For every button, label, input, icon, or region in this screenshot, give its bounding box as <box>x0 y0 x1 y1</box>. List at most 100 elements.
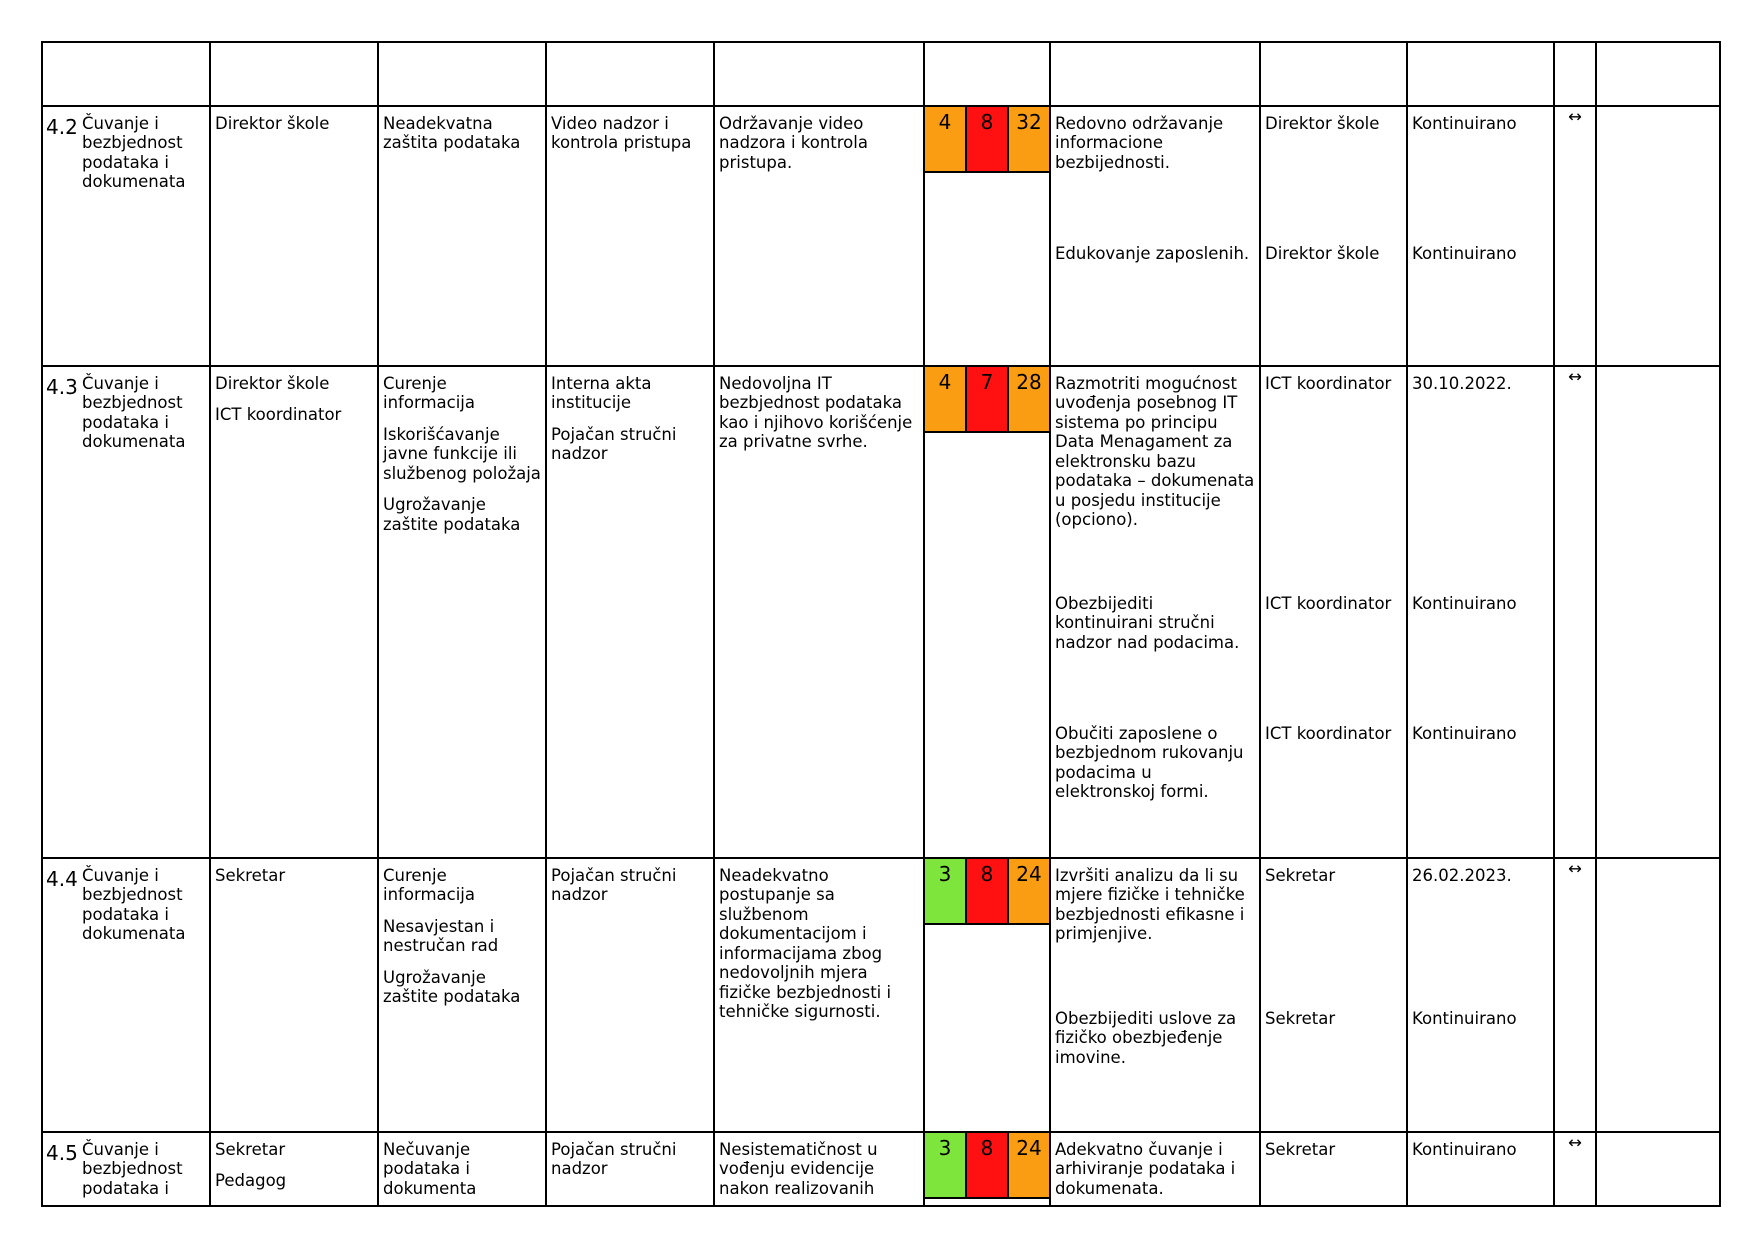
trend-arrow-icon: ↔ <box>1568 367 1582 386</box>
impact-score: 8 <box>965 1133 1007 1197</box>
risks-cell: Curenje informacija Iskorišćavanje javne … <box>377 365 547 859</box>
measure-deadline: 26.02.2023. <box>1412 866 1512 885</box>
area-cell: 4.3 Čuvanje i bezbjednost podataka i doku… <box>41 365 211 859</box>
trend-cell: ↔ <box>1553 365 1597 859</box>
controls-cell: Pojačan stručni nadzor <box>545 857 715 1133</box>
responsible-cell: Sekretar <box>209 857 379 1133</box>
header-cell <box>1406 41 1555 107</box>
description-content: Nesistematičnost u vođenju evidencije na… <box>715 1133 923 1198</box>
header-cell <box>1595 41 1721 107</box>
risks-cell-content: Curenje informacija Iskorišćavanje javne … <box>379 367 545 534</box>
trend-arrow-icon: ↔ <box>1568 107 1582 126</box>
risks-cell: Neadekvatna zaštita podataka <box>377 105 547 367</box>
measure-text: Obučiti zaposlene o bezbjednom rukovanju… <box>1055 724 1244 802</box>
measure-responsible: Sekretar <box>1265 1009 1336 1028</box>
likelihood-score: 4 <box>925 367 965 431</box>
deadline-cell: Kontinuirano <box>1406 1131 1555 1207</box>
score-cell: 3 8 24 <box>923 1131 1051 1207</box>
risk-description: Nedovoljna IT bezbjednost podataka kao i… <box>719 374 913 452</box>
description-cell: Neadekvatno postupanje sa službenom doku… <box>713 857 925 1133</box>
controls-cell: Video nadzor i kontrola pristupa <box>545 105 715 367</box>
area-cell: 4.4 Čuvanje i bezbjednost podataka i doku… <box>41 857 211 1133</box>
responsible-cell: Direktor škole ICT koordinator <box>209 365 379 859</box>
responsible-cell-content: Sekretar Pedagog <box>211 1133 377 1191</box>
score-cell: 4 7 28 <box>923 365 1051 859</box>
responsible-cell: Direktor škole <box>209 105 379 367</box>
measure-responsible: ICT koordinator <box>1265 724 1392 743</box>
risks-cell-content: Nečuvanje podataka i dokumenta <box>379 1133 545 1198</box>
measure-responsible: Direktor škole <box>1265 114 1380 133</box>
existing-control: Interna akta institucije <box>551 374 652 413</box>
description-cell: Nedovoljna IT bezbjednost podataka kao i… <box>713 365 925 859</box>
risk-score: 24 <box>1007 859 1049 923</box>
row-number: 4.2 <box>46 115 78 139</box>
risks-cell: Curenje informacija Nesavjestan i nestruč… <box>377 857 547 1133</box>
deadline-cell: 30.10.2022. Kontinuirano Kontinuirano <box>1406 365 1555 859</box>
measure-responsible-cell: Sekretar Sekretar <box>1259 857 1408 1133</box>
measure-text: Izvršiti analizu da li su mjere fizičke … <box>1055 866 1245 944</box>
controls-cell-content: Interna akta institucije Pojačan stručni … <box>547 367 713 464</box>
table-row: 4.4 Čuvanje i bezbjednost podataka i doku… <box>41 857 1721 1133</box>
header-cell <box>41 41 211 107</box>
description-cell: Održavanje video nadzora i kontrola pris… <box>713 105 925 367</box>
risk-item: Nesavjestan i nestručan rad <box>383 916 499 956</box>
trend-cell: ↔ <box>1553 857 1597 1133</box>
measure-responsible-cell: Sekretar <box>1259 1131 1408 1207</box>
measure-deadline: Kontinuirano <box>1412 594 1517 613</box>
process-area: Čuvanje i bezbjednost podataka i dokumen… <box>82 114 186 192</box>
likelihood-score: 3 <box>925 1133 965 1197</box>
controls-cell-content: Pojačan stručni nadzor <box>547 1133 713 1179</box>
measure-responsible: ICT koordinator <box>1265 594 1392 613</box>
measure-responsible: ICT koordinator <box>1265 374 1392 393</box>
measure-deadline: 30.10.2022. <box>1412 374 1512 393</box>
likelihood-score: 4 <box>925 107 965 171</box>
header-cell <box>1049 41 1261 107</box>
likelihood-score: 3 <box>925 859 965 923</box>
risk-register-table: 4.2 Čuvanje i bezbjednost podataka i doku… <box>41 41 1721 1207</box>
measures-cell: Redovno održavanje informacione bezbijed… <box>1049 105 1261 367</box>
measure-text: Obezbijediti kontinuirani stručni nadzor… <box>1055 594 1240 652</box>
measure-responsible: Sekretar <box>1265 866 1336 885</box>
table-row: 4.5 Čuvanje i bezbjednost podataka i Sekre… <box>41 1131 1721 1207</box>
impact-score: 8 <box>965 859 1007 923</box>
description-cell: Nesistematičnost u vođenju evidencije na… <box>713 1131 925 1207</box>
risk-score-boxes: 4 7 28 <box>925 367 1049 433</box>
existing-control: Pojačan stručni nadzor <box>551 1140 677 1179</box>
existing-control: Video nadzor i kontrola pristupa <box>551 114 692 153</box>
responsible-cell-content: Direktor škole ICT koordinator <box>211 367 377 425</box>
risk-description: Nesistematičnost u vođenju evidencije na… <box>719 1140 878 1198</box>
trend-cell: ↔ <box>1553 105 1597 367</box>
measures-cell: Razmotriti mogućnost uvođenja posebnog I… <box>1049 365 1261 859</box>
controls-cell-content: Video nadzor i kontrola pristupa <box>547 107 713 153</box>
risk-item: Ugrožavanje zaštite podataka <box>383 495 521 534</box>
area-cell: 4.5 Čuvanje i bezbjednost podataka i <box>41 1131 211 1207</box>
risk-item: Ugrožavanje zaštite podataka <box>383 967 521 1007</box>
table-body: 4.2 Čuvanje i bezbjednost podataka i doku… <box>41 41 1721 1207</box>
area-wrap: 4.2 Čuvanje i bezbjednost podataka i doku… <box>43 107 209 192</box>
trend-arrow-icon: ↔ <box>1568 1133 1582 1152</box>
notes-cell <box>1595 365 1721 859</box>
measure-text: Razmotriti mogućnost uvođenja posebnog I… <box>1055 374 1255 530</box>
area-wrap: 4.3 Čuvanje i bezbjednost podataka i doku… <box>43 367 209 452</box>
responsible-cell-content: Sekretar <box>211 859 377 885</box>
score-cell: 3 8 24 <box>923 857 1051 1133</box>
header-cell <box>1553 41 1597 107</box>
risk-item: Neadekvatna zaštita podataka <box>383 114 521 153</box>
row-number: 4.5 <box>46 1141 78 1165</box>
description-content: Održavanje video nadzora i kontrola pris… <box>715 107 923 172</box>
measures-cell: Izvršiti analizu da li su mjere fizičke … <box>1049 857 1261 1133</box>
process-area: Čuvanje i bezbjednost podataka i dokumen… <box>82 866 186 944</box>
measures-cell: Adekvatno čuvanje i arhiviranje podataka… <box>1049 1131 1261 1207</box>
trend-cell: ↔ <box>1553 1131 1597 1207</box>
measure-responsible-cell: ICT koordinator ICT koordinator ICT koordi… <box>1259 365 1408 859</box>
header-cell <box>377 41 547 107</box>
table-row: 4.3 Čuvanje i bezbjednost podataka i doku… <box>41 365 1721 859</box>
table-row: 4.2 Čuvanje i bezbjednost podataka i doku… <box>41 105 1721 367</box>
process-area: Čuvanje i bezbjednost podataka i dokumen… <box>82 374 186 452</box>
responsible-person: Sekretar <box>215 1140 286 1159</box>
responsible-person: Direktor škole <box>215 114 330 133</box>
risks-cell-content: Curenje informacija Nesavjestan i nestruč… <box>379 859 545 1007</box>
risk-score-boxes: 3 8 24 <box>925 859 1049 925</box>
measure-deadline: Kontinuirano <box>1412 244 1517 263</box>
measure-text: Redovno održavanje informacione bezbijed… <box>1055 114 1224 172</box>
